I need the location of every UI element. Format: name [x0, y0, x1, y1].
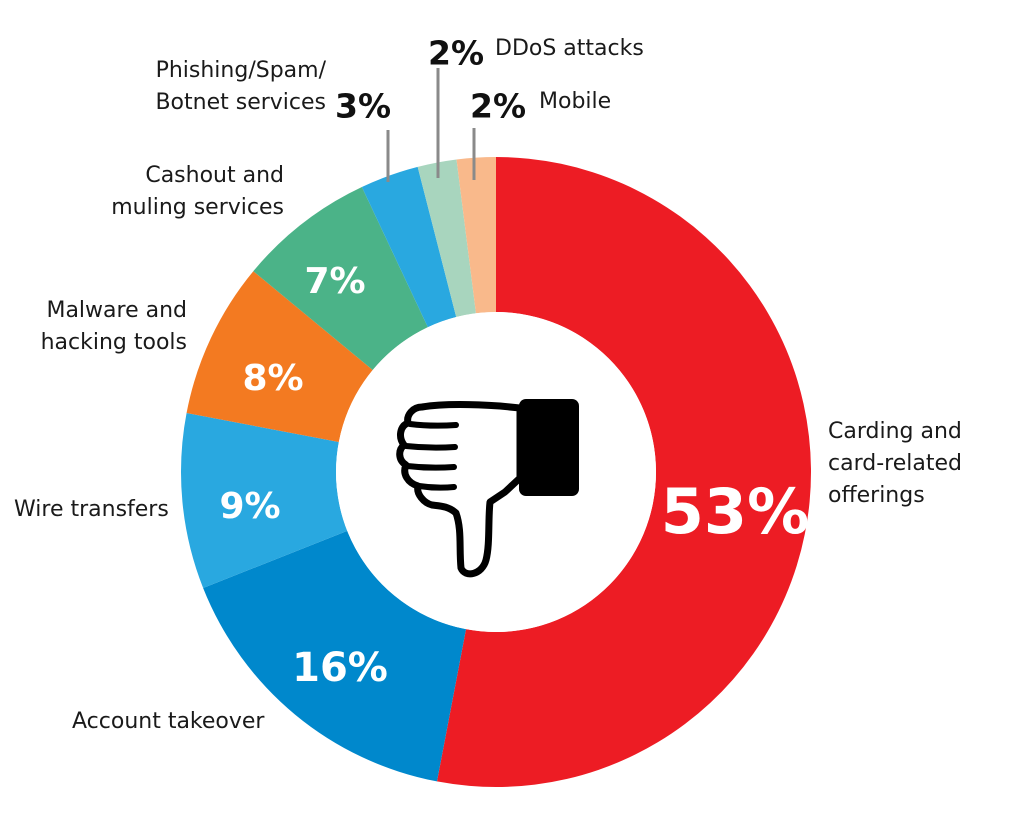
- slice-category-label: Malware and hacking tools: [41, 298, 187, 355]
- slice-value-label: 8%: [242, 358, 303, 399]
- slice-value-label: 3%: [335, 87, 391, 126]
- donut-slice: [203, 530, 467, 782]
- slice-value-label: 7%: [304, 261, 365, 302]
- slice-value-label: 2%: [470, 87, 526, 126]
- slice-category-label: Carding and card-related offerings: [828, 419, 962, 508]
- donut-slice: [186, 271, 373, 443]
- slice-value-label: 53%: [661, 475, 809, 548]
- slice-category-label: Wire transfers: [14, 497, 169, 522]
- donut-slice: [417, 159, 476, 318]
- slice-value-label: 2%: [428, 34, 484, 73]
- slice-value-label: 9%: [219, 486, 280, 527]
- thumbs-down-icon: [396, 399, 579, 578]
- slice-category-label: Phishing/Spam/Botnet services: [155, 58, 326, 115]
- chart-labels: Carding and card-related offerings 53% Accou…: [14, 34, 962, 735]
- donut-slice: [456, 157, 496, 314]
- slice-category-label: Account takeover: [72, 709, 265, 734]
- slice-category-label: Mobile: [539, 89, 611, 114]
- donut-slice: [361, 166, 457, 328]
- slice-category-label: Cashout and muling services: [111, 163, 284, 220]
- leader-lines: [386, 68, 476, 182]
- donut-slice: [180, 412, 348, 588]
- slice-category-label: DDoS attacks: [495, 36, 644, 61]
- slice-value-label: 16%: [292, 645, 388, 691]
- donut-slice: [436, 157, 811, 787]
- donut-slice: [253, 186, 428, 371]
